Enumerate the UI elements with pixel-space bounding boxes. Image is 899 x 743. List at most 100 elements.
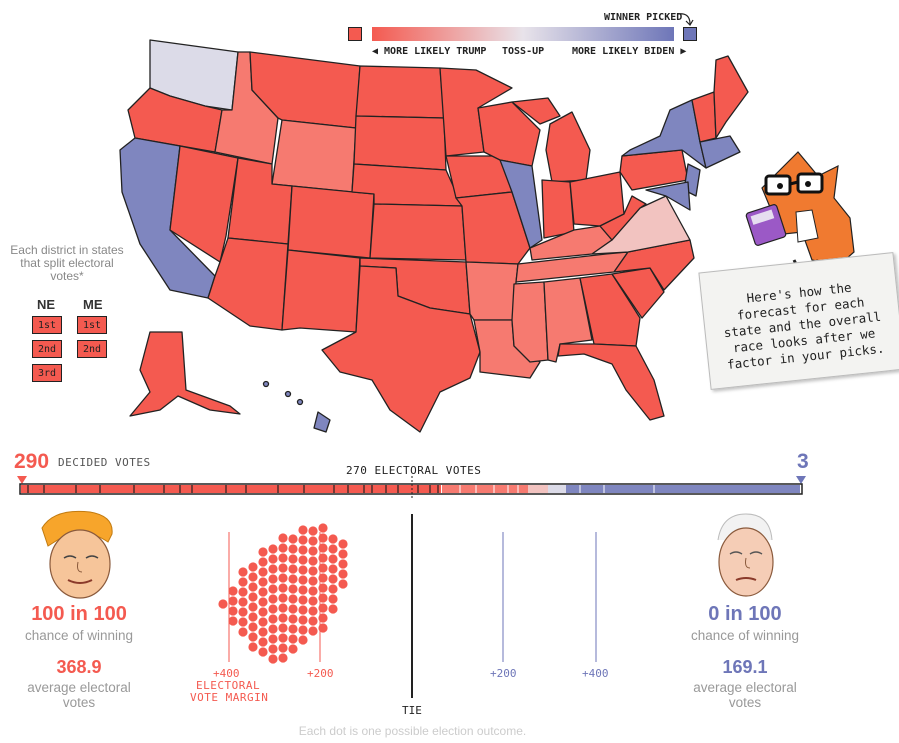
outcome-dot [308, 536, 318, 546]
state-nd[interactable] [355, 65, 445, 119]
state-ak[interactable] [129, 331, 241, 417]
state-tx[interactable] [321, 265, 481, 433]
outcome-dot [328, 554, 338, 564]
legend-trump-swatch [348, 27, 362, 41]
outcome-dot [268, 544, 278, 554]
state-hi-island [296, 398, 304, 406]
outcome-dot [298, 585, 308, 595]
state-hi[interactable] [313, 411, 331, 433]
outcome-dot [248, 612, 258, 622]
outcome-dot [278, 583, 288, 593]
state-me[interactable] [713, 55, 749, 139]
outcome-dot [278, 603, 288, 613]
outcome-dot [218, 599, 228, 609]
state-mi-upper[interactable] [511, 97, 561, 125]
outcome-dot [278, 553, 288, 563]
trump-chance: 100 in 100 [31, 603, 127, 625]
me-district-2[interactable]: 2nd [77, 340, 107, 358]
outcome-dot [298, 605, 308, 615]
outcome-dot [258, 627, 268, 637]
outcome-dot [268, 624, 278, 634]
outcome-dot [258, 547, 268, 557]
trump-avg-votes: 368.9 [56, 657, 102, 677]
outcome-dot [318, 583, 328, 593]
state-nm[interactable] [281, 249, 361, 333]
state-wv[interactable] [599, 195, 647, 241]
state-mi[interactable] [545, 111, 591, 183]
outcome-dot [258, 607, 268, 617]
outcome-dot [268, 604, 278, 614]
outcome-dot [318, 623, 328, 633]
state-nv[interactable] [169, 145, 239, 263]
trump-avatar [41, 510, 113, 599]
outcome-dot [248, 622, 258, 632]
outcome-dot [318, 553, 328, 563]
state-fl[interactable] [557, 343, 665, 421]
legend-biden-swatch [683, 27, 697, 41]
outcome-dot [238, 567, 248, 577]
outcome-distribution [218, 514, 597, 698]
outcome-dot [298, 615, 308, 625]
us-map[interactable] [0, 0, 899, 440]
me-district-1[interactable]: 1st [77, 316, 107, 334]
legend-gradient [372, 27, 674, 41]
state-sd[interactable] [353, 115, 447, 171]
state-wy[interactable] [271, 119, 357, 193]
outcome-dot [278, 593, 288, 603]
outcome-dot [278, 643, 288, 653]
outcome-dot [268, 594, 278, 604]
outcome-dot [338, 539, 348, 549]
outcome-dot [258, 597, 268, 607]
ne-district-1[interactable]: 1st [32, 316, 62, 334]
outcome-dot [288, 584, 298, 594]
outcome-dot [278, 633, 288, 643]
ne-district-2[interactable]: 2nd [32, 340, 62, 358]
outcome-dot [268, 574, 278, 584]
state-ar[interactable] [465, 261, 519, 321]
outcome-dot [308, 626, 318, 636]
outcome-dot [328, 534, 338, 544]
state-ga[interactable] [579, 273, 641, 347]
legend-toss-up: TOSS-UP [502, 46, 545, 57]
decided-votes-label: DECIDED VOTES [58, 456, 151, 469]
outcome-dot [308, 606, 318, 616]
tick-trump-200: +200 [307, 667, 334, 680]
outcome-dot [268, 654, 278, 664]
state-md[interactable] [645, 181, 691, 211]
outcome-dot [308, 526, 318, 536]
outcome-dots [218, 523, 348, 664]
state-ma-ct-ri[interactable] [699, 135, 741, 169]
state-il[interactable] [499, 159, 543, 249]
trump-decided-count: 290 [14, 450, 50, 473]
outcome-dot [308, 586, 318, 596]
outcome-dot [268, 564, 278, 574]
state-co[interactable] [287, 185, 375, 259]
state-in[interactable] [541, 179, 575, 239]
outcome-dot [288, 614, 298, 624]
outcome-dot [318, 543, 328, 553]
outcome-dot [288, 534, 298, 544]
outcome-dot [248, 592, 258, 602]
outcome-dot [328, 604, 338, 614]
biden-stats: 0 in 100 chance of winning 169.1 average… [670, 603, 820, 710]
state-pa[interactable] [619, 149, 689, 191]
outcome-dot [318, 613, 328, 623]
outcome-dot [248, 562, 258, 572]
outcome-dot [258, 617, 268, 627]
state-ks[interactable] [369, 203, 467, 261]
outcome-dot [308, 596, 318, 606]
outcome-dot [328, 584, 338, 594]
outcome-dot [278, 573, 288, 583]
outcome-dot [338, 569, 348, 579]
trump-stats: 100 in 100 chance of winning 368.9 avera… [4, 603, 154, 710]
outcome-dot [288, 544, 298, 554]
outcome-dot [338, 579, 348, 589]
outcome-dot [228, 586, 238, 596]
legend-more-likely-biden: MORE LIKELY BIDEN ▶ [572, 46, 687, 57]
district-note: Each district in states that split elect… [10, 243, 124, 283]
state-ms[interactable] [511, 281, 549, 363]
outcome-dot [288, 554, 298, 564]
ne-district-3[interactable]: 3rd [32, 364, 62, 382]
outcome-dot [298, 555, 308, 565]
outcome-dot [288, 634, 298, 644]
